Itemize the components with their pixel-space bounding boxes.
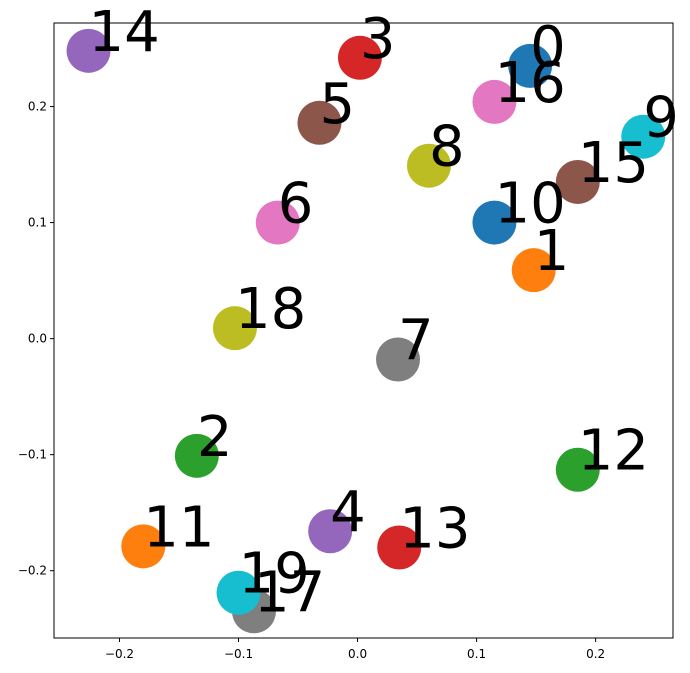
point-label-10: 10 xyxy=(494,172,565,237)
point-9 xyxy=(621,114,666,159)
point-4 xyxy=(308,509,353,554)
point-label-12: 12 xyxy=(578,419,649,484)
point-5 xyxy=(297,100,342,145)
point-label-13: 13 xyxy=(399,496,470,561)
y-tick-label: 0.0 xyxy=(28,332,47,346)
point-label-18: 18 xyxy=(235,277,306,342)
y-tick-label: 0.1 xyxy=(28,216,47,230)
point-10 xyxy=(472,200,517,245)
point-19 xyxy=(216,570,261,615)
x-tick-label: 0.1 xyxy=(467,647,486,661)
point-7 xyxy=(376,337,421,382)
point-13 xyxy=(377,525,422,570)
point-0 xyxy=(508,43,553,88)
y-tick-label: 0.2 xyxy=(28,100,47,114)
point-label-3: 3 xyxy=(360,7,396,72)
point-15 xyxy=(555,159,600,204)
point-label-2: 2 xyxy=(197,405,233,470)
x-tick-label: −0.1 xyxy=(224,647,253,661)
y-axis: −0.2 −0.1 0.0 0.1 0.2 xyxy=(18,100,54,578)
x-tick-label: 0.2 xyxy=(586,647,605,661)
points-layer xyxy=(66,28,666,634)
x-tick-label: −0.2 xyxy=(105,647,134,661)
point-12 xyxy=(555,447,600,492)
point-label-19: 19 xyxy=(239,542,310,607)
point-6 xyxy=(255,200,300,245)
point-label-0: 0 xyxy=(530,15,566,80)
point-label-11: 11 xyxy=(143,495,214,560)
point-label-6: 6 xyxy=(278,172,314,237)
point-label-5: 5 xyxy=(319,72,355,137)
point-8 xyxy=(406,143,451,188)
point-label-17: 17 xyxy=(254,560,325,625)
point-label-14: 14 xyxy=(89,0,160,65)
axes-frame xyxy=(53,22,674,639)
point-2 xyxy=(174,433,219,478)
point-label-4: 4 xyxy=(330,480,366,545)
point-label-1: 1 xyxy=(534,219,570,284)
x-axis: −0.2 −0.1 0.0 0.1 0.2 xyxy=(105,638,605,661)
point-3 xyxy=(337,35,382,80)
y-tick-label: −0.1 xyxy=(18,448,47,462)
x-tick-label: 0.0 xyxy=(348,647,367,661)
point-label-8: 8 xyxy=(429,115,465,180)
point-11 xyxy=(121,524,166,569)
point-16 xyxy=(472,79,517,124)
point-14 xyxy=(66,28,111,73)
point-label-7: 7 xyxy=(398,309,434,374)
point-1 xyxy=(511,248,556,293)
point-18 xyxy=(212,306,257,351)
y-tick-label: −0.2 xyxy=(18,564,47,578)
point-label-16: 16 xyxy=(494,51,565,116)
point-label-15: 15 xyxy=(578,131,649,196)
